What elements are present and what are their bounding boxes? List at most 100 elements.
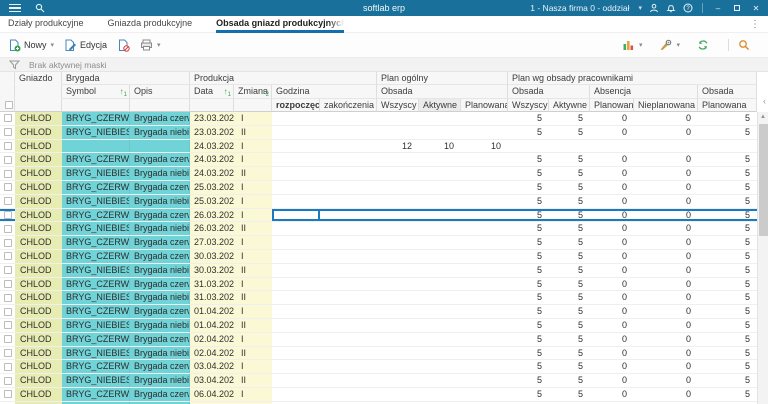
cell-gniazdo[interactable]: CHLOD xyxy=(15,180,62,194)
table-row[interactable]: CHLOD xyxy=(0,401,757,404)
cell-opis[interactable]: Brygada niebieska xyxy=(130,125,190,139)
cell-po-wszyscy[interactable] xyxy=(377,250,419,263)
cell-po-aktywne[interactable] xyxy=(419,291,461,304)
cell-po-wszyscy[interactable] xyxy=(377,222,419,235)
table-row[interactable]: CHLOD BRYG_NIEBIESKA Brygada niebieska 0… xyxy=(0,374,757,388)
cell-obsada-planowana[interactable]: 5 xyxy=(744,209,750,220)
cell-godzina-zakonczenia[interactable] xyxy=(320,167,377,180)
cell-obsada-planowana[interactable]: 5 xyxy=(744,168,750,179)
row-checkbox[interactable] xyxy=(0,333,15,346)
cell-gniazdo[interactable]: CHLOD xyxy=(15,263,62,277)
scroll-up-icon[interactable]: ▲ xyxy=(760,114,766,120)
row-checkbox[interactable] xyxy=(0,236,15,249)
cell-symbol[interactable]: BRYG_CZERWONA xyxy=(62,360,130,374)
cell-obsada-planowana[interactable]: 5 xyxy=(744,347,750,358)
cell-po-aktywne[interactable] xyxy=(419,360,461,373)
cell-zmiana[interactable]: I xyxy=(234,180,272,194)
cell-godzina-zakonczenia[interactable] xyxy=(320,250,377,263)
col-zakonczenia[interactable]: zakończenia xyxy=(320,99,377,112)
table-row[interactable]: CHLOD BRYG_NIEBIESKA Brygada niebieska 2… xyxy=(0,125,757,140)
cell-po-wszyscy[interactable] xyxy=(377,319,419,332)
cell-data[interactable]: 03.04.2020 xyxy=(190,374,234,387)
cell-zmiana[interactable]: I xyxy=(234,112,272,125)
cell-zmiana[interactable]: I xyxy=(234,194,272,208)
table-row[interactable]: CHLOD BRYG_CZERWONA Brygada czerwona 01.… xyxy=(0,305,757,319)
cell-symbol[interactable]: BRYG_CZERWONA xyxy=(62,208,130,222)
cell-symbol[interactable]: BRYG_NIEBIESKA xyxy=(62,167,130,180)
cell-obsada-planowana[interactable]: 5 xyxy=(744,375,750,386)
cell-pw-wszyscy[interactable]: 5 xyxy=(536,223,542,234)
cell-symbol[interactable]: BRYG_NIEBIESKA xyxy=(62,194,130,208)
col-pw-aktywne[interactable]: Aktywne xyxy=(549,99,590,112)
cell-absencja-nieplanowana[interactable]: 0 xyxy=(685,126,691,137)
cell-symbol[interactable] xyxy=(62,139,130,153)
close-button[interactable]: ✕ xyxy=(752,3,760,13)
col-obsada-planowana[interactable]: Planowana xyxy=(698,99,757,112)
cell-godzina-zakonczenia[interactable] xyxy=(320,140,377,153)
cell-absencja-nieplanowana[interactable]: 0 xyxy=(685,223,691,234)
table-row[interactable]: CHLOD BRYG_NIEBIESKA Brygada niebieska 2… xyxy=(0,194,757,209)
cell-absencja-planowana[interactable]: 0 xyxy=(621,264,627,275)
cell-zmiana[interactable]: II xyxy=(234,291,272,305)
cell-data[interactable] xyxy=(190,401,234,404)
cell-godzina-zakonczenia[interactable] xyxy=(320,388,377,401)
cell-obsada-planowana[interactable]: 5 xyxy=(744,250,750,261)
cell-obsada-planowana[interactable]: 5 xyxy=(744,223,750,234)
cell-pw-aktywne[interactable]: 5 xyxy=(577,278,583,289)
cell-pw-aktywne[interactable]: 5 xyxy=(577,209,583,220)
row-checkbox[interactable] xyxy=(0,222,15,235)
cell-obsada-planowana[interactable]: 5 xyxy=(744,333,750,344)
cell-po-wszyscy[interactable] xyxy=(377,333,419,346)
table-row[interactable]: CHLOD BRYG_CZERWONA Brygada czerwona 06.… xyxy=(0,387,757,402)
cell-po-wszyscy[interactable] xyxy=(377,181,419,194)
cell-pw-aktywne[interactable] xyxy=(549,140,590,153)
cell-zmiana[interactable]: II xyxy=(234,263,272,277)
cell-po-planowana[interactable] xyxy=(461,374,508,387)
new-button[interactable]: Nowy ▾ xyxy=(8,39,54,52)
select-all-checkbox[interactable] xyxy=(0,99,15,112)
search-icon[interactable] xyxy=(35,3,45,13)
row-checkbox[interactable] xyxy=(0,305,15,318)
row-checkbox[interactable] xyxy=(0,278,15,291)
cell-godzina-rozpoczecia[interactable] xyxy=(272,140,320,153)
cell-absencja-nieplanowana[interactable]: 0 xyxy=(685,250,691,261)
user-icon[interactable] xyxy=(649,3,659,13)
cell-symbol[interactable]: BRYG_NIEBIESKA xyxy=(62,222,130,236)
cell-pw-aktywne[interactable]: 5 xyxy=(577,250,583,261)
row-checkbox[interactable] xyxy=(0,112,15,125)
cell-absencja-nieplanowana[interactable]: 0 xyxy=(685,333,691,344)
cell-godzina-zakonczenia[interactable] xyxy=(320,112,377,125)
colgroup-obsada-plan-wg[interactable]: Obsada xyxy=(508,85,590,99)
cell-zmiana[interactable]: II xyxy=(234,346,272,360)
cell-data[interactable]: 31.03.2020 xyxy=(190,277,234,291)
cell-symbol[interactable]: BRYG_CZERWONA xyxy=(62,249,130,263)
row-checkbox[interactable] xyxy=(0,195,15,208)
cell-pw-aktywne[interactable]: 5 xyxy=(577,264,583,275)
cell-zmiana[interactable]: I xyxy=(234,277,272,291)
cell-godzina-zakonczenia[interactable] xyxy=(320,222,377,235)
cell-zmiana[interactable]: II xyxy=(234,318,272,332)
table-row[interactable]: CHLOD BRYG_CZERWONA Brygada czerwona 02.… xyxy=(0,332,757,347)
cell-data[interactable]: 30.03.2020 xyxy=(190,249,234,263)
row-checkbox[interactable] xyxy=(0,126,15,139)
cell-obsada-planowana[interactable]: 5 xyxy=(744,113,750,123)
cell-obsada-planowana[interactable]: 5 xyxy=(744,181,750,192)
cell-zmiana[interactable]: II xyxy=(234,167,272,180)
sort-asc-icon[interactable]: ↑1 xyxy=(119,87,127,98)
cell-data[interactable]: 23.03.2020 xyxy=(190,112,234,125)
cell-opis[interactable]: Brygada niebieska xyxy=(130,374,190,387)
col-absencja-planowana[interactable]: Planowana xyxy=(590,99,634,112)
cell-godzina-rozpoczecia[interactable] xyxy=(272,388,320,401)
cell-po-wszyscy[interactable] xyxy=(377,360,419,373)
tab-obsada-gniazd[interactable]: Obsada gniazd produkcyjnych brygad xyxy=(216,15,345,33)
cell-po-wszyscy[interactable] xyxy=(377,278,419,291)
table-row[interactable]: CHLOD BRYG_NIEBIESKA Brygada niebieska 3… xyxy=(0,263,757,278)
sort-asc-icon[interactable]: ↑2 xyxy=(261,87,269,98)
cell-po-aktywne[interactable] xyxy=(419,347,461,360)
cell-data[interactable]: 26.03.2020 xyxy=(190,208,234,222)
cell-pw-wszyscy[interactable]: 5 xyxy=(536,306,542,317)
row-checkbox[interactable] xyxy=(0,319,15,332)
cell-gniazdo[interactable]: CHLOD xyxy=(15,305,62,318)
cell-po-aktywne[interactable] xyxy=(419,153,461,166)
cell-absencja-planowana[interactable]: 0 xyxy=(621,375,627,386)
